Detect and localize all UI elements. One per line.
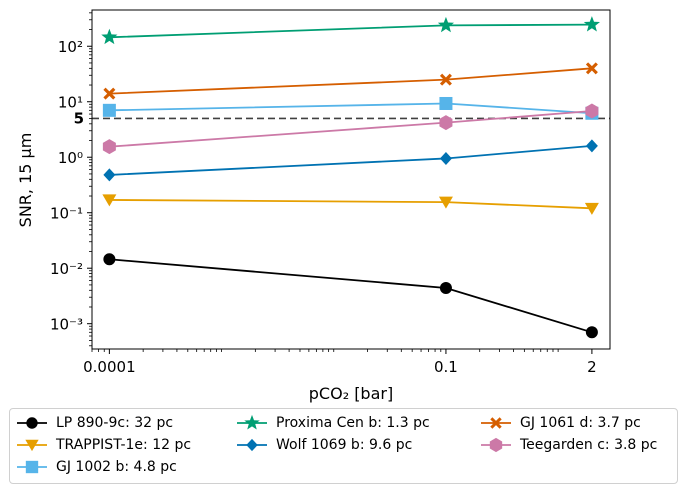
legend-entry: GJ 1002 b: 4.8 pc [16, 457, 177, 477]
y-tick-label: 10² [58, 38, 83, 56]
data-point [585, 139, 598, 153]
y-axis-label: SNR, 15 μm [16, 133, 35, 228]
legend-marker [489, 437, 503, 453]
data-point [584, 202, 599, 215]
series-line [109, 102, 592, 115]
legend-swatch [17, 439, 47, 452]
legend-marker [490, 417, 502, 429]
legend-entry: TRAPPIST-1e: 12 pc [16, 435, 191, 455]
data-point [439, 281, 452, 294]
legend-entry: LP 890-9c: 32 pc [16, 413, 173, 433]
legend-entry: Wolf 1069 b: 9.6 pc [236, 435, 412, 455]
data-point [585, 103, 599, 119]
x-tick-label: 0.0001 [83, 358, 136, 376]
data-point [103, 87, 116, 100]
legend-swatch [237, 438, 267, 452]
series-line [109, 67, 592, 95]
series-line [109, 145, 592, 176]
data-point [439, 151, 452, 165]
series-group [101, 16, 600, 339]
legend-entry: Proxima Cen b: 1.3 pc [236, 413, 430, 433]
data-point [439, 73, 452, 86]
x-tick-label: 0.1 [434, 358, 458, 376]
data-point [439, 115, 453, 131]
x-axis-label: pCO₂ [bar] [309, 384, 393, 403]
legend-swatch [237, 414, 267, 430]
legend-swatch [481, 417, 511, 429]
legend-marker [244, 414, 260, 430]
data-point [102, 103, 116, 117]
data-point [585, 62, 598, 75]
data-point [103, 253, 116, 266]
legend-swatch [17, 460, 47, 474]
legend-label: TRAPPIST-1e: 12 pc [56, 437, 192, 453]
legend-swatch [481, 437, 511, 453]
legend-marker [246, 438, 258, 452]
data-point [585, 326, 598, 339]
threshold-label: 5 [74, 109, 84, 127]
series-line [109, 199, 592, 210]
y-tick-label: 10⁻² [50, 260, 83, 278]
data-point [439, 96, 453, 110]
series-line [109, 258, 593, 334]
legend-label: GJ 1002 b: 4.8 pc [56, 459, 177, 475]
y-tick-label: 10⁻³ [50, 316, 83, 334]
data-point [102, 139, 116, 155]
series-line [109, 110, 592, 148]
legend-label: Wolf 1069 b: 9.6 pc [276, 437, 413, 453]
series-line [109, 23, 592, 39]
x-tick-label: 2 [587, 358, 597, 376]
data-point [437, 16, 455, 33]
y-tick-label: 10⁻¹ [50, 205, 83, 223]
legend-label: GJ 1061 d: 3.7 pc [520, 415, 641, 431]
y-tick-label: 10⁰ [58, 149, 83, 167]
legend-label: Proxima Cen b: 1.3 pc [276, 415, 430, 431]
data-point [583, 16, 600, 32]
y-tick-label: 10¹ [58, 94, 83, 112]
legend-label: Teegarden c: 3.8 pc [520, 437, 658, 453]
data-point [103, 168, 116, 182]
data-point [102, 194, 117, 207]
data-point [438, 196, 453, 209]
legend-label: LP 890-9c: 32 pc [56, 415, 174, 431]
snr-chart: 10⁻³ 10⁻² 10⁻¹ 10⁰ 10¹ 10² 0.0001 0.1 2 5 pCO₂ [… [16, 9, 611, 403]
axes-group: 10⁻³ 10⁻² 10⁻¹ 10⁰ 10¹ 10² 0.0001 0.1 2 [50, 12, 597, 376]
legend-marker [25, 439, 39, 452]
data-point [101, 28, 118, 45]
legend-entry: GJ 1061 d: 3.7 pc [480, 413, 641, 433]
plot-frame [91, 9, 611, 350]
legend-entry: Teegarden c: 3.8 pc [480, 435, 657, 455]
legend: LP 890-9c: 32 pc TRAPPIST-1e: 12 pc GJ 100… [9, 408, 678, 484]
legend-swatch [17, 417, 47, 429]
legend-marker [25, 460, 39, 474]
legend-marker [26, 417, 38, 429]
